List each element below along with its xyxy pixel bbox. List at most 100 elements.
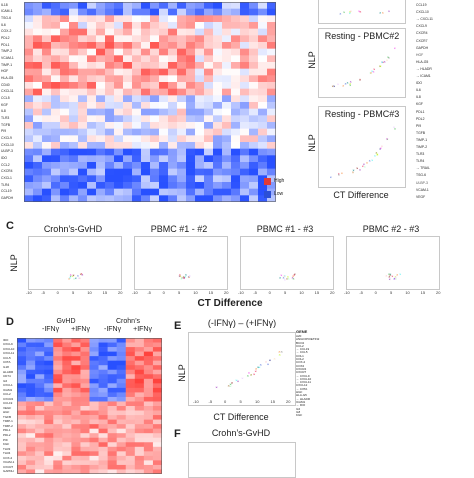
heatmap-a-cell (96, 68, 106, 76)
heatmap-a-cell (240, 148, 250, 156)
panel-d-group-gvhd: GvHD -IFNγ +IFNγ (36, 318, 96, 333)
heatmap-d-cell (143, 433, 154, 439)
heatmap-d-row-label: CCL2 (3, 392, 11, 397)
heatmap-a-cell (195, 182, 205, 189)
heatmap-a-cell (51, 22, 61, 29)
heatmap-a-cell (123, 62, 133, 69)
heatmap-a-cell (249, 115, 259, 123)
heatmap-a-cell (60, 122, 70, 129)
heatmap-a-cell (105, 142, 115, 149)
heatmap-a-cell (105, 15, 115, 23)
heatmap-d-cell (107, 442, 117, 448)
heatmap-a-cell (267, 68, 276, 76)
panel-c-point: × (396, 273, 398, 277)
scatter-b2-point: × (380, 146, 382, 150)
heatmap-a-cell (240, 122, 250, 129)
scatter-b1-point: × (337, 83, 339, 87)
heatmap-a-cell (249, 195, 259, 202)
heatmap-d-cell (125, 383, 136, 389)
heatmap-a-cell (204, 62, 214, 69)
heatmap-a-cell (141, 22, 151, 29)
panel-c-point: × (389, 277, 391, 281)
heatmap-a-cell (177, 15, 187, 23)
panel-c-point: × (77, 274, 79, 278)
scatter-b-partial-point: × (359, 10, 361, 14)
heatmap-a-cell (42, 122, 52, 129)
scatter-e-point: × (278, 349, 281, 354)
heatmap-a-cell (150, 42, 160, 49)
gene-legend-b-item: HGF (416, 52, 424, 57)
panel-c-point: × (284, 278, 286, 282)
heatmap-a-cell (132, 168, 142, 176)
heatmap-a-cell (42, 128, 52, 136)
panel-c-xtick: 0 (268, 290, 271, 295)
heatmap-a-cell (33, 28, 43, 36)
heatmap-a-cell (258, 2, 268, 9)
heatmap-d-cell (17, 446, 27, 452)
heatmap-a-cell (24, 42, 34, 49)
heatmap-a-cell (87, 75, 97, 83)
scatter-b1-point: × (387, 56, 389, 60)
heatmap-a-cell (195, 8, 205, 16)
heatmap-a-cell (24, 28, 34, 36)
heatmap-a-cell (69, 68, 79, 76)
heatmap-a-cell (141, 95, 151, 103)
heatmap-d-cell (62, 469, 72, 474)
heatmap-a-cell (222, 48, 232, 56)
heatmap-d-cell (134, 406, 145, 411)
heatmap-a-cell (150, 115, 160, 123)
heatmap-d-cell (80, 351, 90, 357)
panel-c-point: × (73, 277, 75, 281)
heatmap-a-cell (159, 175, 169, 183)
heatmap-a-cell (105, 75, 115, 83)
heatmap-a-cell (96, 162, 106, 169)
heatmap-a-cell (24, 8, 34, 16)
heatmap-d-cell (62, 338, 72, 343)
heatmap-d-cell (116, 410, 127, 416)
scatter-b2-point: × (330, 176, 332, 180)
heatmap-d-cell (152, 356, 162, 361)
heatmap-a-cell (87, 62, 97, 69)
heatmap-a-cell (24, 162, 34, 169)
heatmap-d-cell (116, 374, 127, 380)
heatmap-a-cell (267, 142, 276, 149)
heatmap-a-cell (60, 115, 70, 123)
heatmap-a-cell (231, 15, 241, 23)
heatmap-a-cell (114, 102, 124, 109)
heatmap-d-cell (125, 437, 136, 443)
heatmap-a-cell (78, 162, 88, 169)
panel-c-xtick: 15 (314, 290, 320, 295)
heatmap-a-cell (87, 135, 97, 143)
heatmap-d-cell (125, 401, 136, 407)
heatmap-d-cell (116, 338, 127, 343)
heatmap-d-cell (98, 369, 108, 375)
heatmap-a-cell (87, 22, 97, 29)
heatmap-d-cell (107, 338, 117, 343)
heatmap-a-cell (204, 42, 214, 49)
heatmap-d-cell (80, 383, 90, 389)
heatmap-d-cell (152, 419, 162, 425)
heatmap-a-cell (96, 148, 106, 156)
heatmap-a-cell (168, 155, 178, 163)
heatmap-d-cell (17, 369, 27, 375)
heatmap-d-cell (125, 338, 136, 343)
panel-c-plot-area: × × × × × × × × × × × × × × (240, 236, 334, 290)
heatmap-a-cell (42, 168, 52, 176)
heatmap-d-cell (143, 424, 154, 429)
gene-legend-e-item: HGF (296, 390, 303, 395)
heatmap-a-cell (159, 102, 169, 109)
heatmap-a-cell (51, 8, 61, 16)
heatmap-d-row-label: TGFB (3, 414, 11, 419)
heatmap-a-cell (24, 35, 34, 43)
heatmap-d-row-label: HGF (3, 410, 10, 415)
heatmap-d-cell (26, 338, 36, 343)
heatmap-d-cell (98, 410, 108, 416)
heatmap-a-cell (123, 28, 133, 36)
heatmap-d-cell (143, 455, 154, 461)
scatter-b1-point: × (332, 85, 334, 89)
gene-legend-b-item: TLR3 (416, 152, 425, 157)
heatmap-a-cell (231, 8, 241, 16)
heatmap-d-cell (44, 469, 54, 474)
panel-f: F Crohn’s-GvHD (168, 426, 308, 478)
heatmap-a-cell (24, 128, 34, 136)
